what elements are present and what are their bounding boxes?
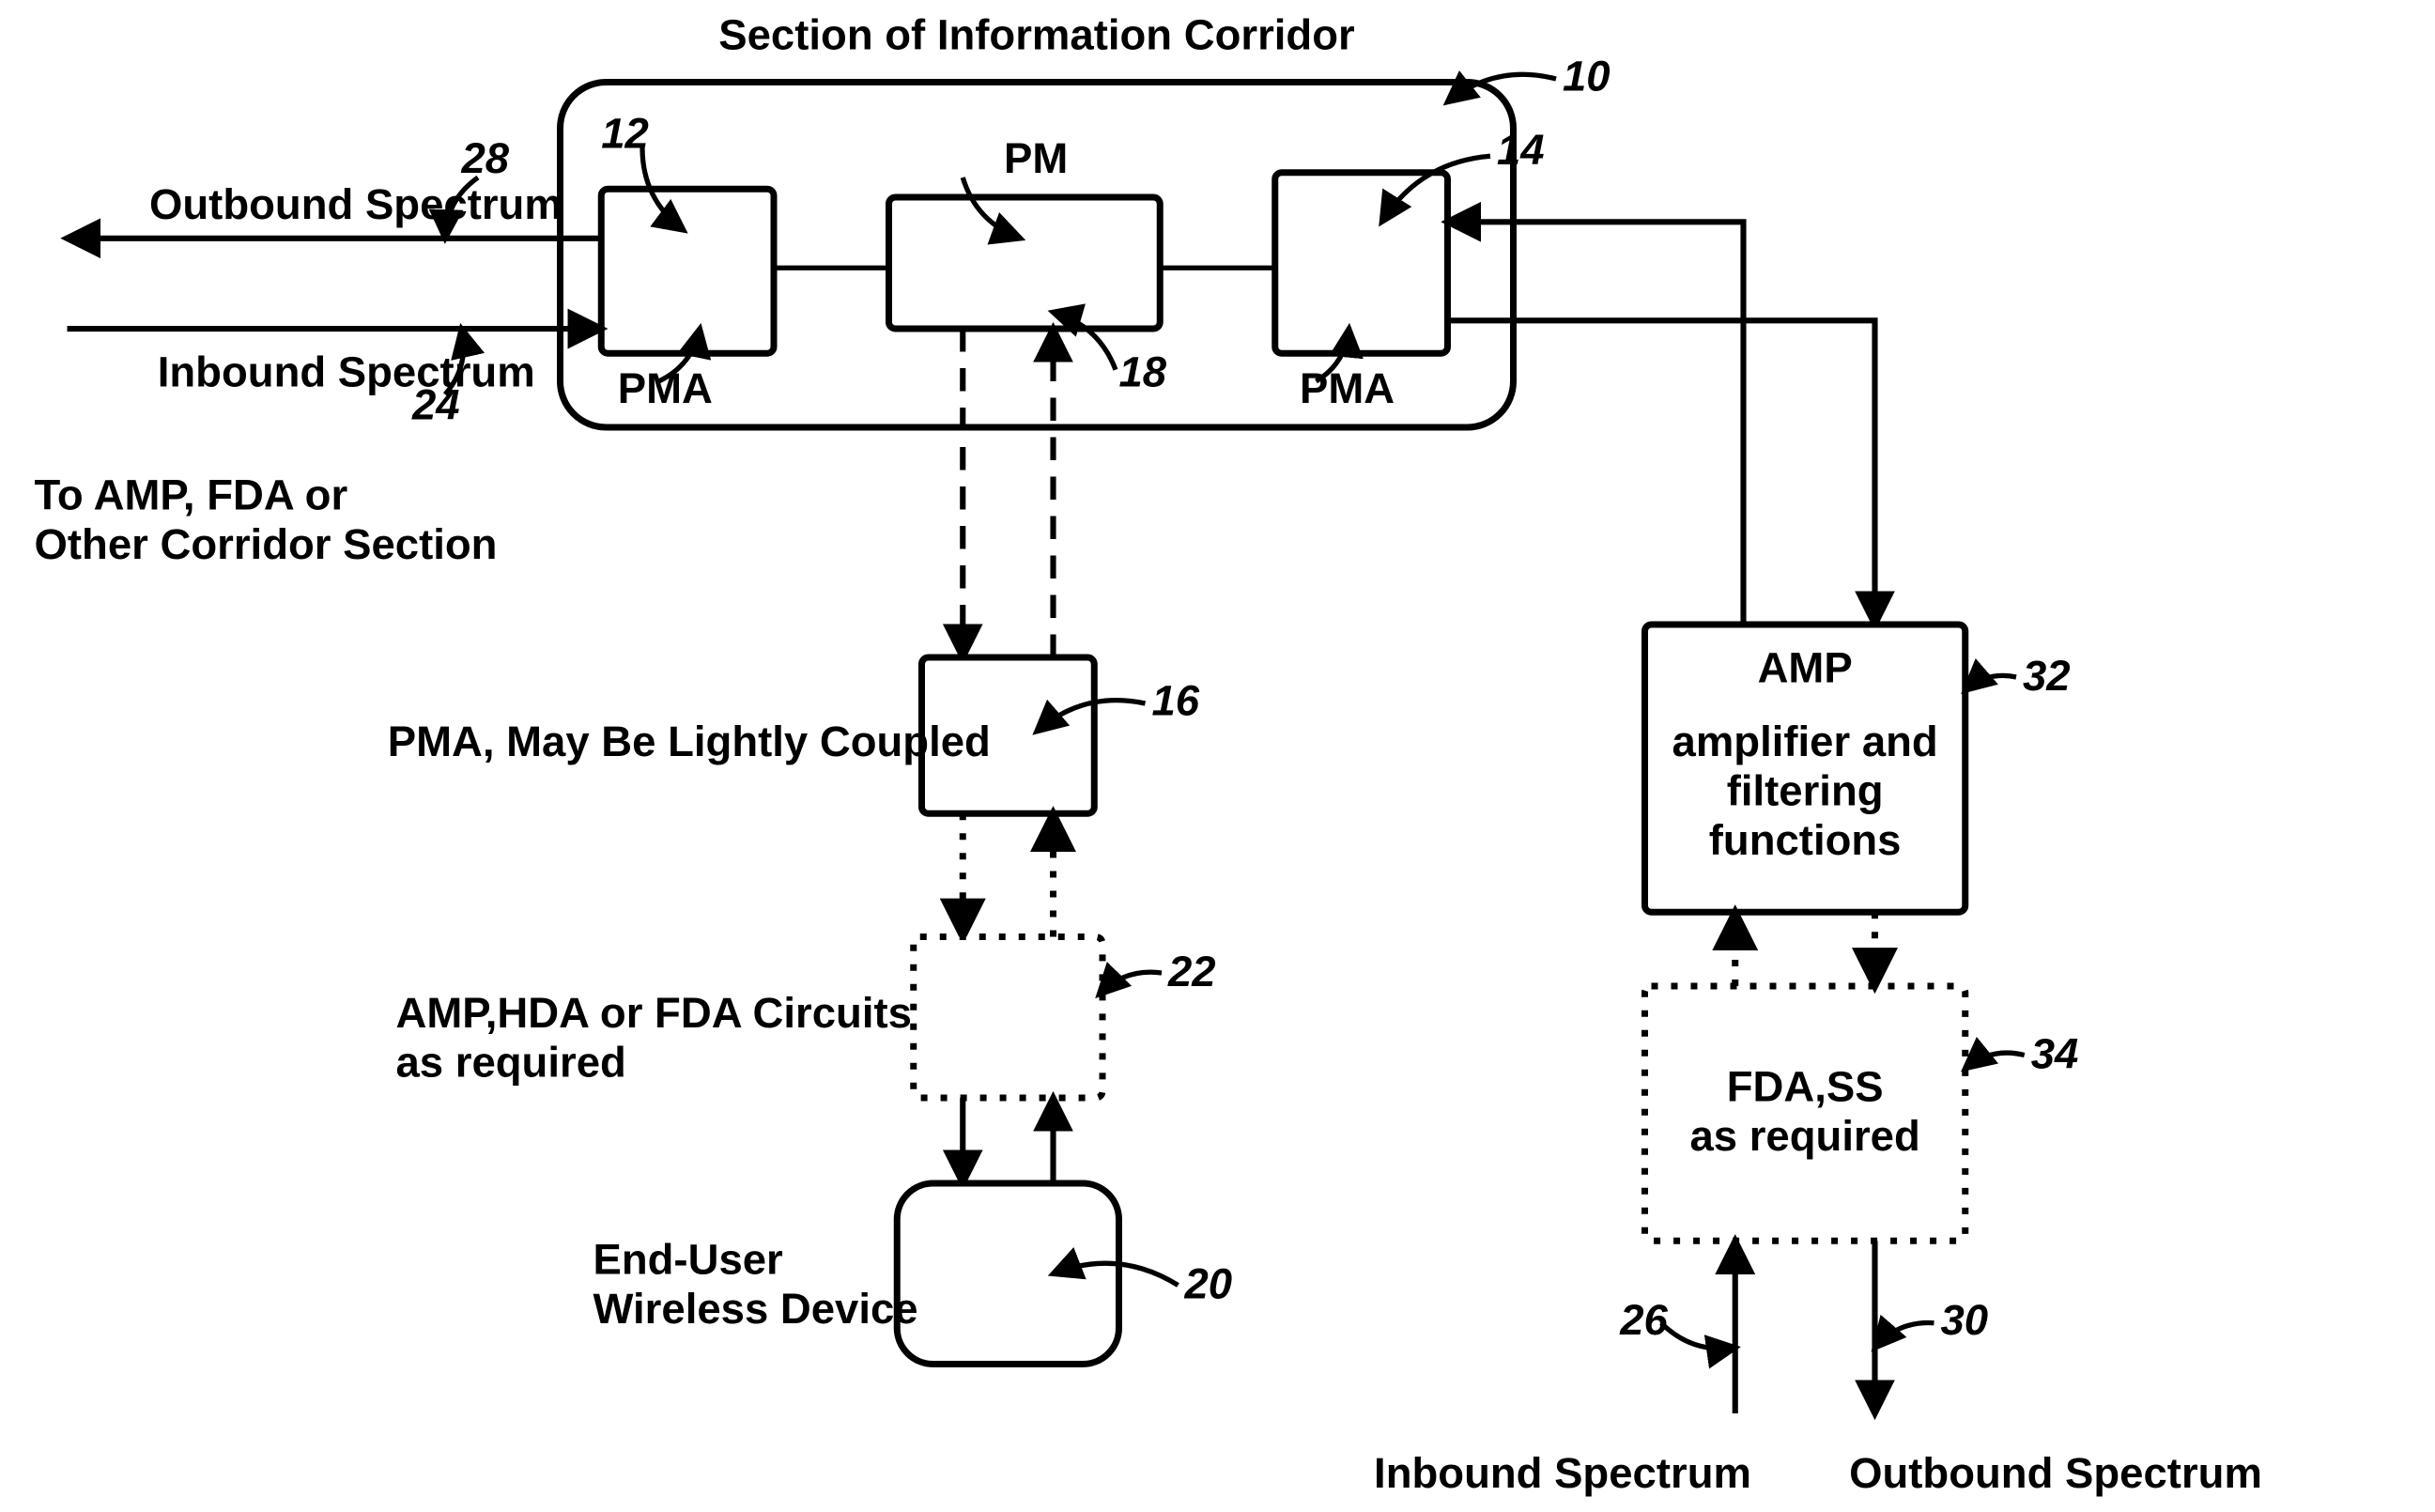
label-pma-left: PMA bbox=[618, 364, 713, 412]
ref-32: 32 bbox=[2023, 652, 2071, 700]
label-to-amp-1: To AMP, FDA or bbox=[35, 471, 348, 519]
ref-34: 34 bbox=[2031, 1030, 2079, 1078]
leader-22 bbox=[1100, 972, 1163, 995]
box-pma-right bbox=[1275, 173, 1448, 354]
ref-26: 26 bbox=[1619, 1296, 1668, 1344]
ref-18: 18 bbox=[1119, 347, 1167, 395]
label-amp-hda-1: AMP,HDA or FDA Circuits bbox=[396, 989, 912, 1037]
label-pma-lightly: PMA, May Be Lightly Coupled bbox=[388, 717, 991, 765]
ref-28: 28 bbox=[461, 134, 510, 182]
label-pm: PM bbox=[1004, 134, 1068, 182]
label-fda-ss-1: FDA,SS bbox=[1727, 1063, 1884, 1111]
ref-30: 30 bbox=[1941, 1296, 1989, 1344]
label-outbound-left: Outbound Spectrum bbox=[149, 180, 563, 228]
leader-30 bbox=[1875, 1323, 1934, 1348]
leader-34 bbox=[1965, 1053, 2025, 1068]
ref-20: 20 bbox=[1184, 1260, 1233, 1308]
label-to-amp-2: Other Corridor Section bbox=[35, 520, 498, 568]
box-amp-hda bbox=[914, 937, 1102, 1099]
box-end-user bbox=[897, 1183, 1118, 1365]
label-pma-right: PMA bbox=[1300, 364, 1395, 412]
ref-10: 10 bbox=[1563, 52, 1610, 100]
ref-14: 14 bbox=[1497, 126, 1545, 174]
label-amp-1: amplifier and bbox=[1672, 717, 1938, 765]
leader-32 bbox=[1965, 675, 2016, 690]
box-pma-left bbox=[601, 189, 774, 353]
label-amp-title: AMP bbox=[1758, 643, 1853, 691]
label-amp-3: functions bbox=[1709, 816, 1902, 864]
label-outbound-bottom: Outbound Spectrum bbox=[1849, 1449, 2262, 1497]
label-end-user-1: End-User bbox=[593, 1235, 784, 1283]
title-label: Section of Information Corridor bbox=[718, 11, 1355, 59]
ref-16: 16 bbox=[1152, 676, 1200, 724]
box-pm bbox=[889, 197, 1161, 329]
label-inbound-bottom: Inbound Spectrum bbox=[1374, 1449, 1751, 1497]
label-inbound-left: Inbound Spectrum bbox=[158, 347, 535, 395]
ref-22: 22 bbox=[1167, 948, 1216, 995]
label-fda-ss-2: as required bbox=[1689, 1112, 1919, 1160]
label-end-user-2: Wireless Device bbox=[593, 1285, 918, 1333]
label-amp-2: filtering bbox=[1727, 767, 1884, 815]
leader-26 bbox=[1661, 1323, 1735, 1349]
label-amp-hda-2: as required bbox=[396, 1038, 626, 1086]
